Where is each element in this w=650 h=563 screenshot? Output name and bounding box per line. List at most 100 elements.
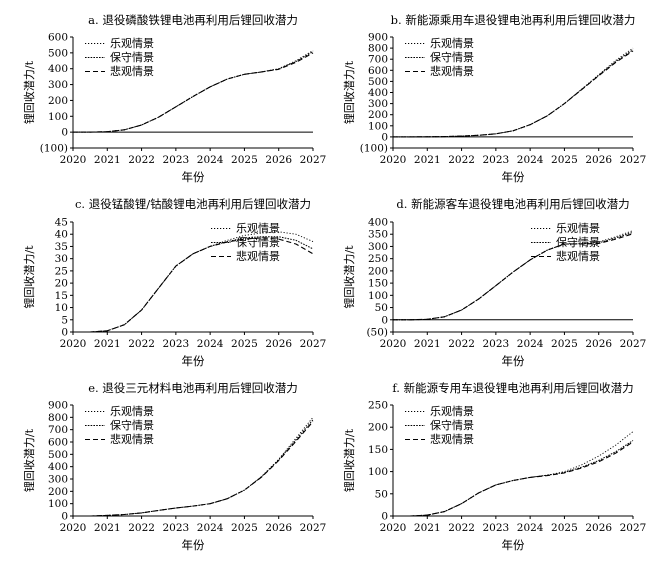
series-line-3	[73, 421, 314, 517]
y-tick-label: 900	[48, 400, 68, 412]
y-tick-label: 0	[381, 314, 388, 326]
y-tick-label: 800	[48, 412, 68, 424]
x-tick-label: 2024	[197, 154, 224, 166]
y-tick-label: 150	[368, 278, 388, 290]
legend-label-1: 乐观情景	[110, 37, 154, 50]
series-line-3	[73, 52, 314, 133]
x-axis-label: 年份	[502, 354, 525, 368]
y-tick-label: 700	[48, 424, 68, 436]
x-tick-label: 2027	[620, 338, 647, 350]
y-tick-label: 200	[368, 265, 388, 277]
y-tick-label: 400	[368, 87, 388, 99]
chart-title: f. 新能源专用车退役锂电池再利用后锂回收潜力	[392, 381, 633, 395]
x-tick-label: 2023	[162, 522, 189, 534]
x-tick-label: 2021	[414, 522, 441, 534]
legend-label-2: 保守情景	[430, 418, 474, 432]
series-line-3	[393, 50, 634, 138]
legend-label-2: 保守情景	[236, 235, 280, 249]
x-tick-label: 2026	[265, 154, 292, 166]
x-tick-label: 2022	[128, 154, 155, 166]
y-tick-label: 50	[375, 488, 388, 500]
x-tick-label: 2024	[517, 338, 544, 350]
y-tick-label: 0	[61, 327, 68, 339]
x-tick-label: 2024	[197, 522, 224, 534]
series-line-3	[73, 237, 314, 333]
x-tick-label: 2026	[585, 338, 612, 350]
legend-label-3: 悲观情景	[110, 64, 154, 78]
legend-label-2: 保守情景	[430, 50, 474, 64]
y-tick-label: 900	[368, 32, 388, 44]
x-tick-label: 2025	[551, 338, 578, 350]
x-tick-label: 2025	[231, 154, 258, 166]
y-tick-label: 200	[368, 109, 388, 121]
x-tick-label: 2021	[94, 522, 121, 534]
y-tick-label: 0	[381, 511, 388, 523]
legend-label-1: 乐观情景	[236, 222, 280, 235]
y-tick-label: 200	[368, 422, 388, 434]
y-tick-label: 200	[48, 95, 68, 107]
x-tick-label: 2022	[448, 522, 475, 534]
series-line-2	[73, 419, 314, 517]
x-tick-label: 2025	[551, 522, 578, 534]
y-tick-label: 300	[368, 98, 388, 110]
y-tick-label: 600	[368, 65, 388, 77]
x-tick-label: 2021	[414, 154, 441, 166]
x-tick-label: 2027	[620, 154, 647, 166]
y-tick-label: 500	[48, 47, 68, 59]
y-tick-label: 600	[48, 32, 68, 44]
x-axis-label: 年份	[502, 170, 525, 184]
x-tick-label: 2023	[482, 338, 509, 350]
legend-label-3: 悲观情景	[430, 432, 474, 446]
chart-title: b. 新能源乘用车退役锂电池再利用后锂回收潜力	[391, 13, 636, 27]
legend-label-3: 悲观情景	[430, 64, 474, 78]
y-tick-label: 100	[48, 498, 68, 510]
x-axis-label: 年份	[502, 538, 525, 552]
series-line-1	[73, 50, 314, 133]
x-tick-label: 2026	[265, 522, 292, 534]
y-tick-label: 100	[368, 290, 388, 302]
x-tick-label: 2026	[265, 338, 292, 350]
y-tick-label: 25	[55, 265, 68, 277]
legend-label-1: 乐观情景	[110, 405, 154, 418]
chart-panel-4: d. 新能源客车退役锂电池再利用后锂回收潜力 (50)05010015020025…	[342, 197, 646, 368]
y-tick-label: (50)	[366, 327, 388, 339]
x-tick-label: 2026	[585, 522, 612, 534]
legend-label-3: 悲观情景	[556, 249, 600, 263]
y-tick-label: 200	[48, 486, 68, 498]
x-tick-label: 2027	[620, 522, 647, 534]
x-tick-label: 2021	[94, 154, 121, 166]
x-tick-label: 2020	[380, 522, 407, 534]
series-line-2	[73, 51, 314, 133]
legend-label-2: 保守情景	[110, 50, 154, 64]
x-tick-label: 2023	[482, 522, 509, 534]
chart-panel-3: c. 退役锰酸锂/钴酸锂电池再利用后锂回收潜力05101520253035404…	[22, 197, 326, 368]
y-tick-label: 0	[61, 127, 68, 139]
y-tick-label: 150	[368, 444, 388, 456]
series-line-2	[393, 440, 634, 517]
y-tick-label: 250	[368, 253, 388, 265]
x-tick-label: 2027	[300, 522, 327, 534]
x-tick-label: 2021	[94, 338, 121, 350]
x-axis-label: 年份	[182, 354, 205, 368]
y-tick-label: 400	[48, 461, 68, 473]
y-tick-label: 100	[368, 466, 388, 478]
x-tick-label: 2023	[162, 154, 189, 166]
legend-label-2: 保守情景	[110, 418, 154, 432]
x-tick-label: 2024	[517, 522, 544, 534]
x-axis-label: 年份	[182, 170, 205, 184]
x-tick-label: 2025	[231, 338, 258, 350]
chart-panel-6: f. 新能源专用车退役锂电池再利用后锂回收潜力 0 50 100 150 200 250 20…	[342, 381, 646, 552]
y-axis-label: 锂回收潜力/t	[22, 428, 36, 492]
x-tick-label: 2020	[380, 154, 407, 166]
y-tick-label: 700	[368, 54, 388, 66]
chart-title: c. 退役锰酸锂/钴酸锂电池再利用后锂回收潜力	[75, 197, 311, 211]
x-tick-label: 2025	[231, 522, 258, 534]
series-line-3	[393, 233, 634, 321]
legend-label-1: 乐观情景	[430, 37, 474, 50]
x-tick-label: 2020	[380, 338, 407, 350]
x-tick-label: 2022	[128, 522, 155, 534]
x-tick-label: 2022	[448, 338, 475, 350]
y-tick-label: 15	[55, 290, 68, 302]
series-line-1	[393, 47, 634, 138]
